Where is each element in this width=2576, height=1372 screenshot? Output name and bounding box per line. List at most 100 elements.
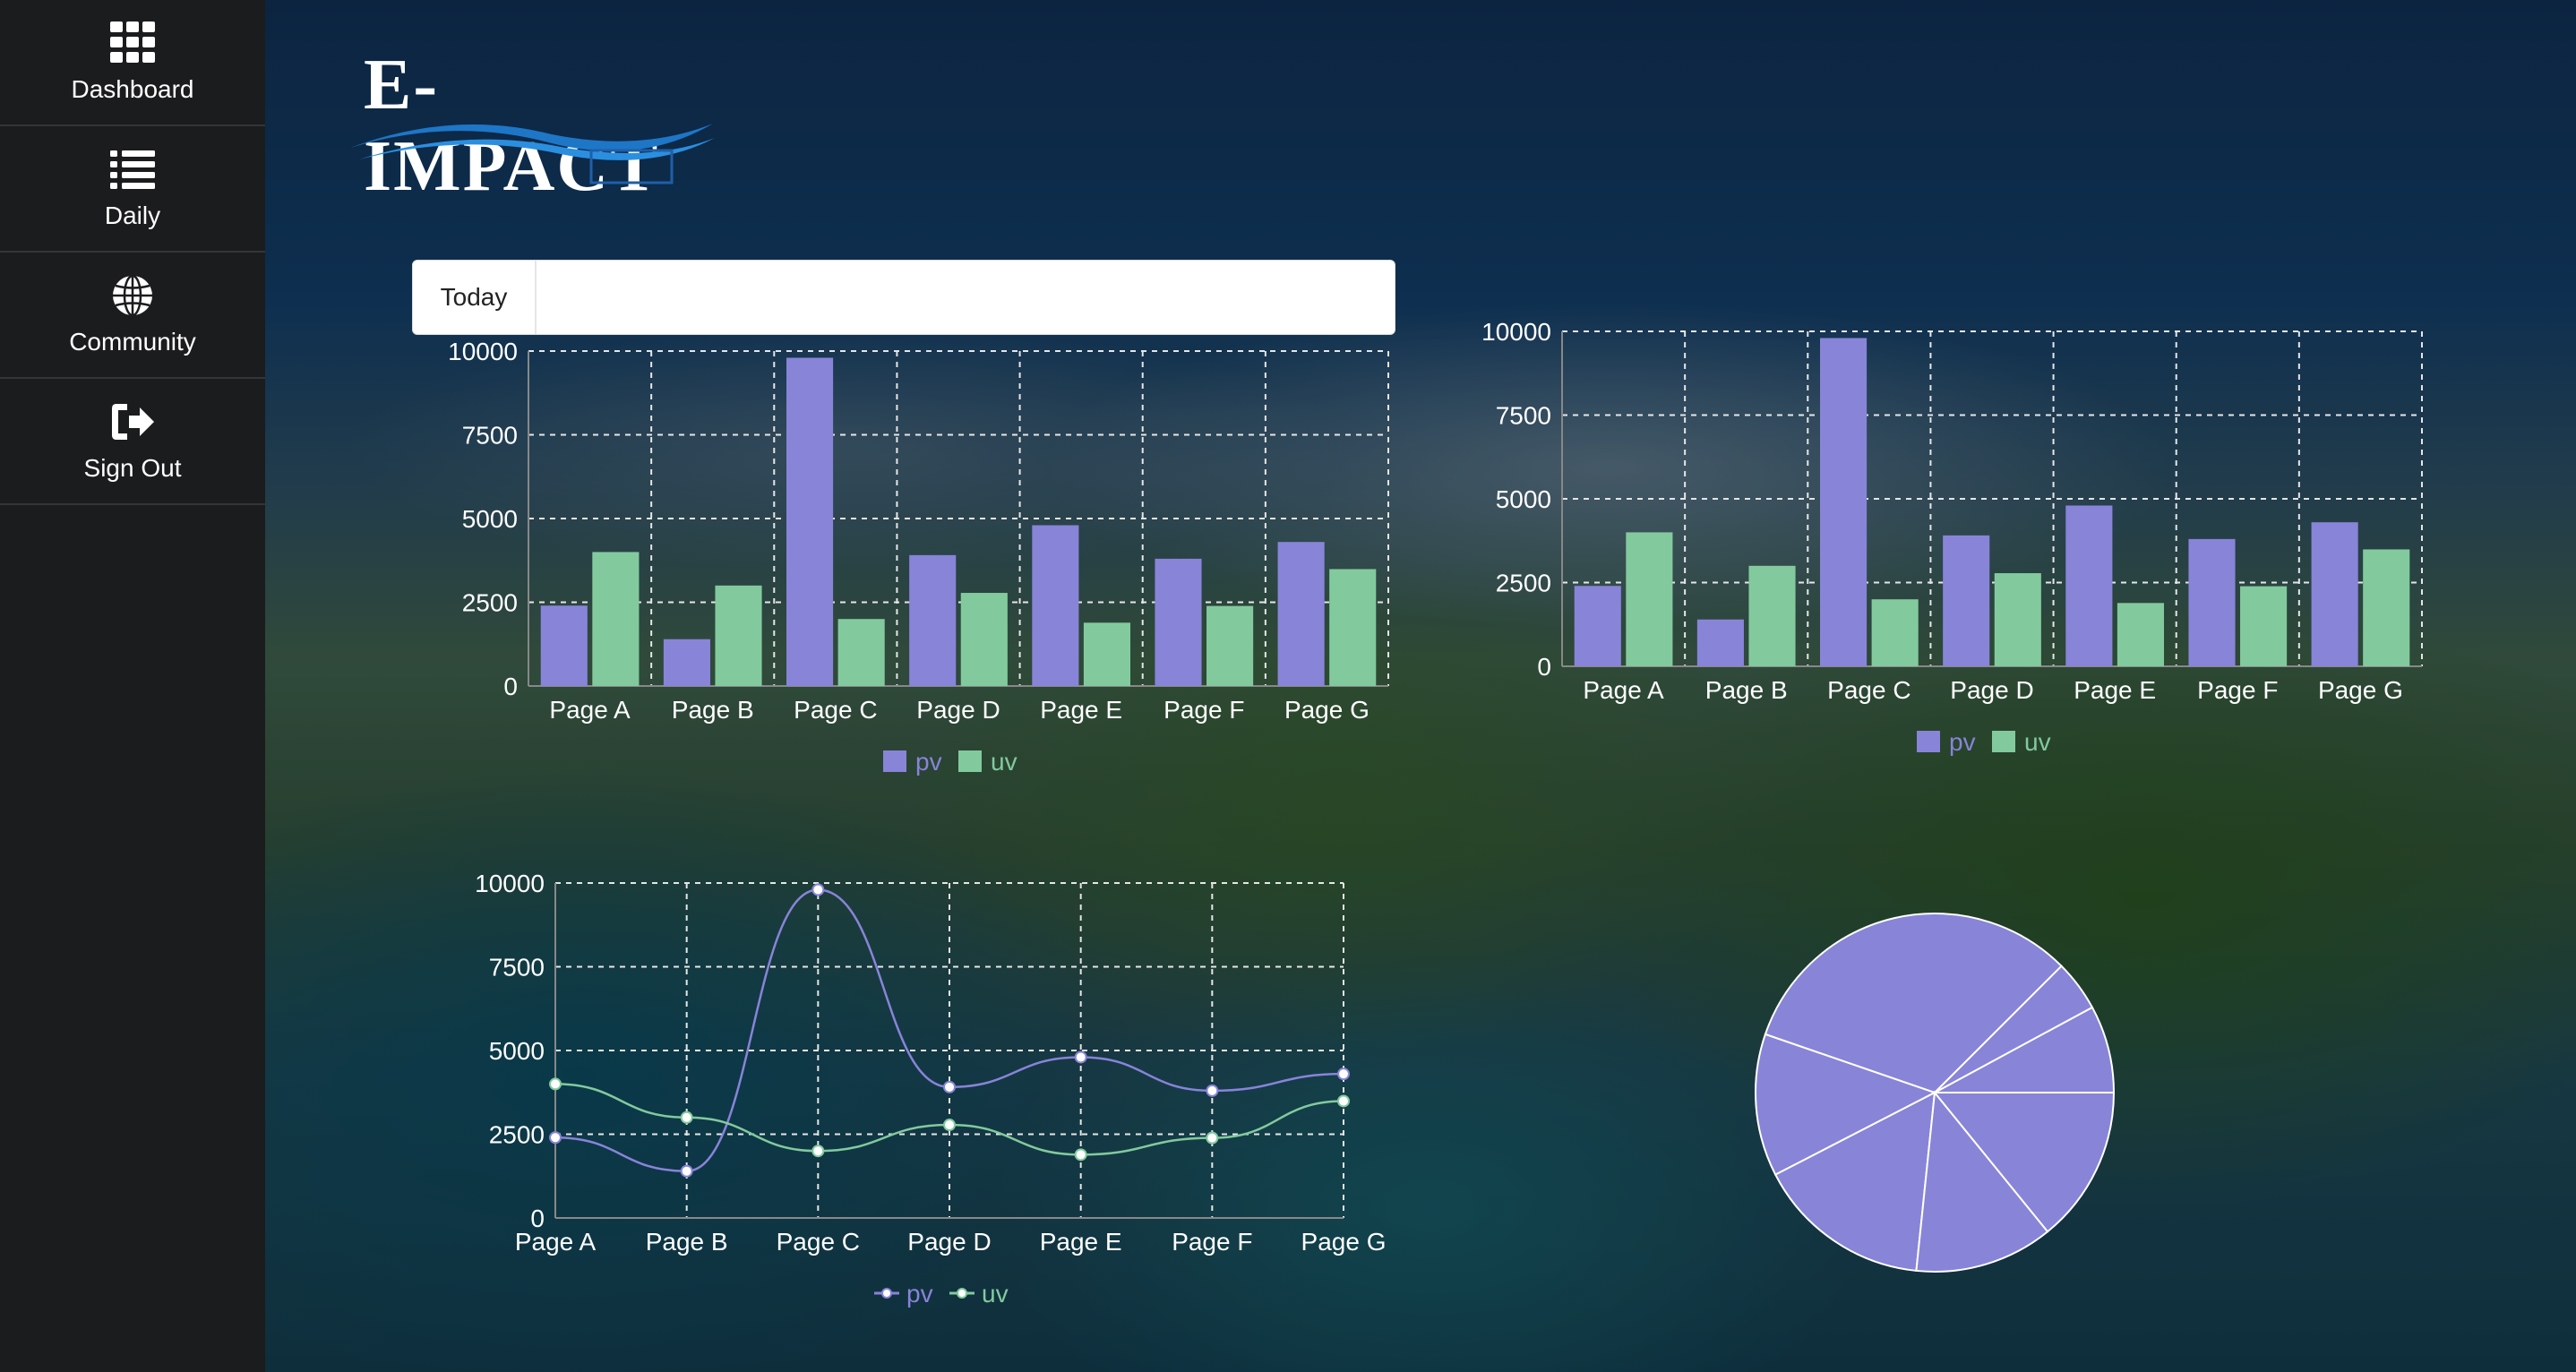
point-uv (811, 1145, 825, 1158)
grid-icon (110, 21, 155, 63)
x-tick-label: Page G (1284, 696, 1370, 724)
y-tick-label: 2500 (462, 589, 518, 617)
date-input[interactable] (537, 261, 1395, 334)
line-chart: 0 2500 5000 7500 10000 Page A Page B Page C Page… (475, 870, 1387, 1308)
x-tick-label: Page D (1950, 676, 2033, 704)
bar-pv (1574, 586, 1621, 666)
line-pv (554, 888, 1344, 1172)
legend-label: uv (982, 1280, 1009, 1308)
legend-label: uv (991, 748, 1018, 776)
nav-label-daily: Daily (104, 201, 161, 229)
x-tick-label: Page G (2318, 676, 2403, 704)
y-tick-label: 0 (1537, 653, 1551, 681)
bar-uv (2240, 586, 2288, 666)
bar-uv (837, 619, 885, 686)
legend-label: uv (2024, 728, 2051, 756)
y-tick-label: 2500 (1496, 570, 1551, 597)
point-pv (1337, 1068, 1350, 1081)
bar-uv (1871, 599, 1919, 666)
bar-pv (2188, 538, 2236, 666)
y-tick-label: 7500 (462, 422, 518, 450)
y-tick-label: 0 (503, 673, 518, 700)
point-pv (680, 1164, 693, 1178)
x-tick-label: Page D (907, 1228, 991, 1256)
nav-label-community: Community (69, 327, 196, 356)
y-tick-label: 5000 (462, 505, 518, 533)
x-tick-label: Page A (515, 1228, 597, 1256)
legend-swatch (1917, 731, 1940, 752)
nav-item-community[interactable]: Community (0, 253, 265, 379)
logo-text: E-IMPACT (364, 46, 660, 206)
nav-item-dashboard[interactable]: Dashboard (0, 0, 265, 126)
bar-chart-top-left: 0 2500 5000 7500 10000 Page A Page B Page C Page… (448, 338, 1389, 776)
bar-uv (715, 585, 762, 686)
bar-pv (909, 554, 957, 686)
bar-pv (540, 605, 588, 686)
sign-out-icon (112, 403, 154, 440)
pie-chart (1755, 913, 2116, 1273)
x-tick-label: Page C (777, 1228, 860, 1256)
bar-uv (592, 552, 640, 686)
x-tick-label: Page B (646, 1228, 728, 1256)
x-tick-label: Page B (1705, 676, 1788, 704)
legend-label: pv (906, 1280, 933, 1308)
point-pv (549, 1131, 562, 1145)
legend-label: pv (915, 748, 942, 776)
y-tick-label: 10000 (1481, 318, 1551, 346)
bar-pv (2311, 522, 2358, 666)
point-uv (943, 1119, 956, 1132)
bar-chart-top-right: 0 2500 5000 7500 10000 Page A Page B Page C Page… (1481, 318, 2423, 756)
legend-swatch (883, 750, 906, 772)
x-tick-label: Page C (794, 696, 877, 724)
wave-logo-graphic (350, 124, 715, 184)
point-uv (1337, 1094, 1350, 1108)
legend-label: pv (1949, 728, 1976, 756)
y-tick-label: 7500 (489, 954, 545, 982)
pie-slice (1773, 1091, 1936, 1273)
y-tick-label: 5000 (1496, 485, 1551, 513)
x-tick-label: Page G (1301, 1228, 1387, 1256)
legend-swatch-dot (957, 1288, 967, 1299)
e-impact-logo: E-IMPACT (346, 45, 722, 206)
bar-pv (1696, 619, 1744, 666)
x-tick-label: Page A (549, 696, 631, 724)
point-pv (943, 1080, 956, 1093)
bar-pv (786, 357, 834, 686)
legend-swatch (1992, 731, 2015, 752)
bar-pv (1155, 558, 1202, 686)
bar-pv (1277, 542, 1325, 686)
x-tick-label: Page E (1040, 1228, 1122, 1256)
point-uv (1206, 1131, 1219, 1145)
list-icon (110, 150, 155, 189)
nav-label-sign-out: Sign Out (83, 453, 182, 482)
y-tick-label: 10000 (448, 338, 518, 365)
bar-uv (960, 593, 1008, 686)
x-tick-label: Page A (1583, 676, 1664, 704)
sidebar: Dashboard Daily Community (0, 0, 265, 1372)
x-tick-label: Page D (916, 696, 1000, 724)
bar-uv (2117, 603, 2164, 666)
date-picker-label: Today (413, 261, 537, 334)
point-uv (1074, 1148, 1087, 1162)
y-tick-label: 2500 (489, 1121, 545, 1149)
x-tick-label: Page E (2074, 676, 2156, 704)
nav-label-dashboard: Dashboard (71, 74, 194, 103)
pie-slice (1932, 1092, 2116, 1233)
bar-uv (2363, 549, 2410, 666)
bar-pv (1820, 338, 1868, 666)
nav-item-sign-out[interactable]: Sign Out (0, 379, 265, 505)
nav-item-daily[interactable]: Daily (0, 126, 265, 253)
bar-uv (1206, 605, 1254, 686)
x-tick-label: Page F (2197, 676, 2278, 704)
y-tick-label: 7500 (1496, 402, 1551, 430)
pie-slice (1934, 1006, 2116, 1093)
point-pv (1206, 1084, 1219, 1097)
legend-swatch-dot (881, 1288, 892, 1299)
bar-uv (1748, 565, 1796, 666)
x-tick-label: Page F (1172, 1228, 1252, 1256)
date-picker: Today (412, 260, 1395, 335)
bar-uv (1994, 573, 2041, 666)
y-tick-label: 10000 (475, 870, 545, 897)
y-tick-label: 5000 (489, 1037, 545, 1065)
bar-pv (2065, 505, 2113, 666)
